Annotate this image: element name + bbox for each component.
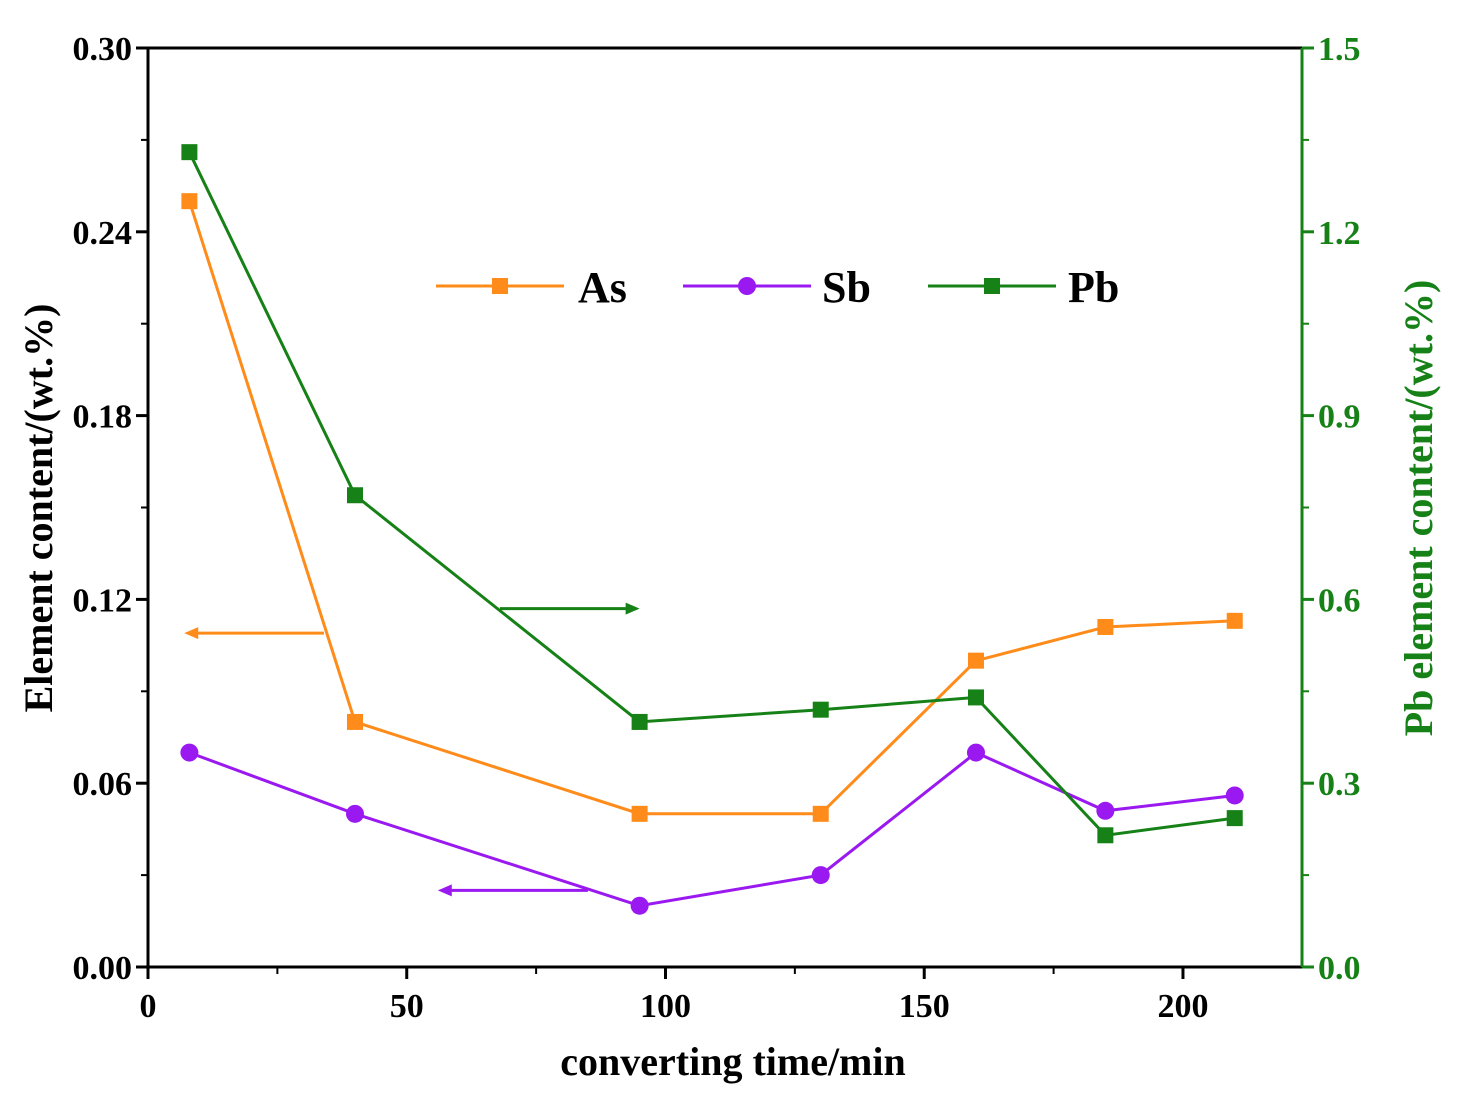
data-point-sb — [630, 896, 649, 915]
y-axis-left: 0.00 0.06 0.12 0.18 0.24 0.30 — [73, 31, 148, 987]
data-point-sb — [811, 866, 830, 885]
data-point-as — [181, 193, 198, 210]
series-line-sb — [188, 750, 1235, 908]
y-right-tick-label: 1.5 — [1318, 31, 1361, 68]
data-point-pb — [812, 701, 829, 718]
series-pb — [181, 144, 1243, 844]
y-left-tick-label: 0.12 — [73, 582, 133, 619]
y-right-tick-label: 0.6 — [1318, 582, 1361, 619]
data-point-as — [346, 713, 363, 730]
y-right-tick-label: 1.2 — [1318, 215, 1361, 252]
y-left-tick-label: 0.06 — [73, 766, 133, 803]
data-point-pb — [967, 689, 984, 706]
data-point-sb — [1096, 801, 1115, 820]
arrow-as — [184, 627, 324, 640]
arrow-head — [625, 602, 640, 615]
y-right-tick-label: 0.0 — [1318, 950, 1361, 987]
data-point-sb — [966, 743, 985, 762]
data-point-pb — [181, 144, 198, 161]
annotation-layer — [184, 602, 640, 897]
x-tick-label: 0 — [140, 988, 157, 1025]
arrow-head — [437, 884, 452, 897]
data-point-as — [967, 652, 984, 669]
data-point-sb — [1225, 786, 1244, 805]
data-point-as — [812, 805, 829, 822]
x-axis: 0 50 100 150 200 — [140, 967, 1208, 1025]
x-tick-label: 100 — [640, 988, 691, 1025]
series-layer — [180, 144, 1244, 915]
data-point-pb — [346, 487, 363, 504]
y-right-tick-label: 0.3 — [1318, 766, 1361, 803]
y-axis-left-title: Element content/(wt.%) — [16, 304, 61, 713]
series-line-pb — [188, 151, 1235, 837]
legend-label: Pb — [1068, 263, 1119, 312]
data-point-sb — [180, 743, 199, 762]
legend-item-pb: Pb — [928, 263, 1119, 312]
arrow-head — [184, 627, 199, 640]
legend-marker — [984, 278, 1000, 294]
legend: As Sb Pb — [436, 263, 1119, 312]
y-left-tick-label: 0.00 — [73, 950, 133, 987]
y-right-tick-label: 0.9 — [1318, 399, 1361, 436]
legend-marker — [492, 278, 508, 294]
plot-frame — [146, 46, 1304, 969]
y-left-tick-label: 0.24 — [73, 215, 133, 252]
x-tick-label: 50 — [390, 988, 424, 1025]
series-sb — [180, 743, 1244, 915]
legend-label: As — [578, 263, 627, 312]
data-point-sb — [345, 804, 364, 823]
data-point-as — [1226, 612, 1243, 629]
x-tick-label: 150 — [899, 988, 950, 1025]
data-point-pb — [1097, 827, 1114, 844]
series-as — [181, 193, 1243, 822]
y-axis-right: 0.0 0.3 0.6 0.9 1.2 1.5 — [1302, 31, 1361, 987]
x-axis-title: converting time/min — [560, 1039, 906, 1084]
y-axis-right-title: Pb element content/(wt.%) — [1396, 280, 1441, 737]
data-point-as — [1097, 618, 1114, 635]
data-point-pb — [1226, 810, 1243, 827]
y-left-tick-label: 0.18 — [73, 399, 133, 436]
arrow-sb — [437, 884, 588, 897]
legend-marker — [738, 277, 756, 295]
legend-label: Sb — [822, 263, 871, 312]
x-tick-label: 200 — [1157, 988, 1208, 1025]
arrow-pb — [499, 602, 640, 615]
y-left-tick-label: 0.30 — [73, 31, 133, 68]
data-point-as — [631, 805, 648, 822]
legend-item-as: As — [436, 263, 627, 312]
data-point-pb — [631, 713, 648, 730]
legend-item-sb: Sb — [683, 263, 871, 312]
